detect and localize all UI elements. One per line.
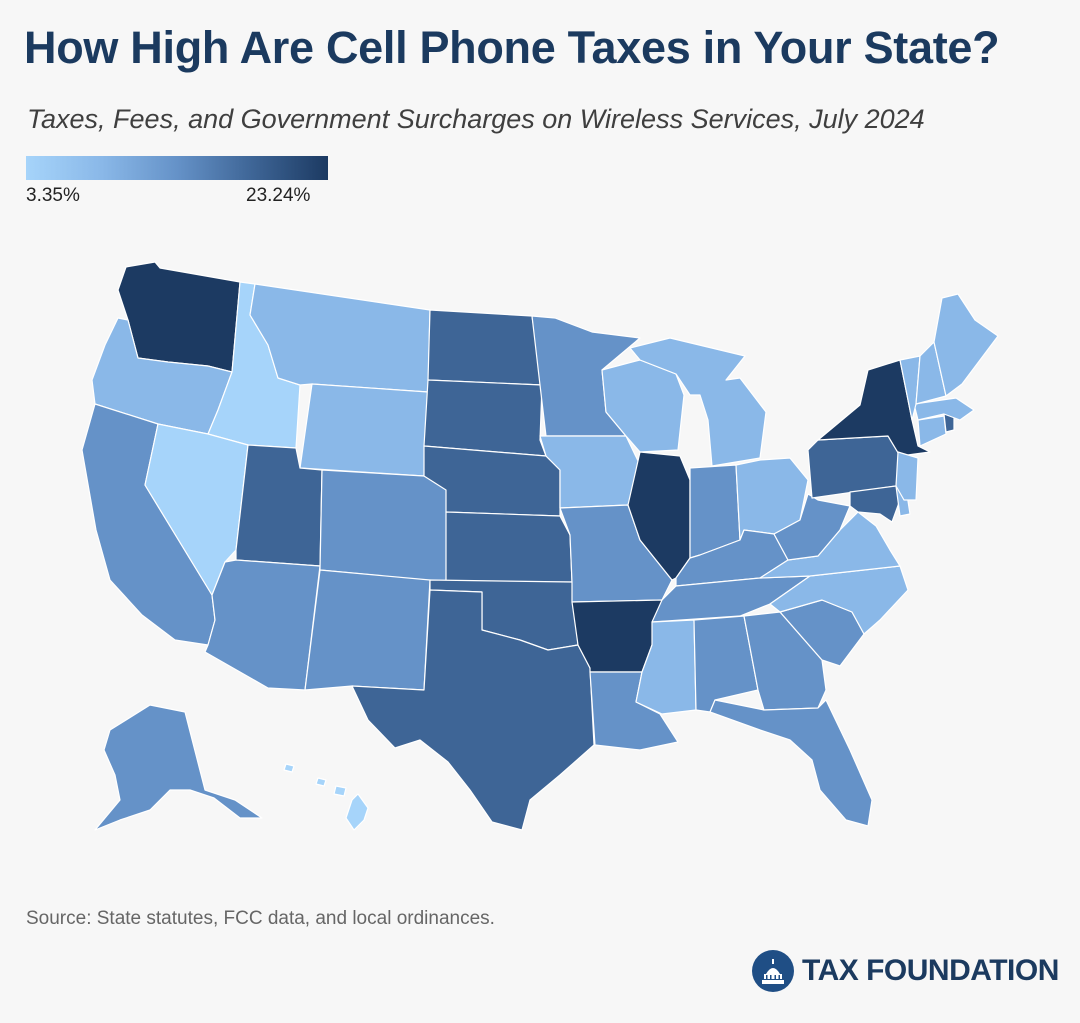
state-ks[interactable] [445, 511, 573, 583]
page-subtitle: Taxes, Fees, and Government Surcharges o… [27, 104, 925, 134]
state-nm[interactable] [304, 569, 431, 691]
state-fl[interactable] [709, 699, 873, 827]
state-mi[interactable] [629, 337, 767, 467]
state-ct[interactable] [917, 415, 947, 447]
state-az[interactable] [204, 559, 321, 691]
state-nv[interactable] [144, 423, 249, 596]
state-sd[interactable] [423, 379, 547, 457]
state-co[interactable] [319, 469, 449, 583]
state-nj[interactable] [895, 451, 919, 501]
legend-color-scale [26, 156, 328, 180]
source-note: Source: State statutes, FCC data, and lo… [26, 908, 495, 929]
state-me[interactable] [933, 293, 999, 397]
legend-max-label: 23.24% [246, 185, 311, 206]
state-mt[interactable] [249, 283, 431, 393]
legend-min-label: 3.35% [26, 185, 80, 206]
state-nd[interactable] [427, 309, 543, 386]
state-hi[interactable] [283, 763, 369, 831]
state-ak[interactable] [94, 704, 263, 831]
state-ma[interactable] [913, 397, 975, 421]
state-wy[interactable] [299, 383, 429, 477]
brand-name: TAX FOUNDATION [802, 954, 1059, 987]
tax-foundation-logo[interactable]: TAX FOUNDATION [752, 950, 1059, 992]
page-title: How High Are Cell Phone Taxes in Your St… [24, 22, 1000, 73]
state-tx[interactable] [351, 589, 595, 831]
capitol-dome-icon [752, 950, 794, 992]
